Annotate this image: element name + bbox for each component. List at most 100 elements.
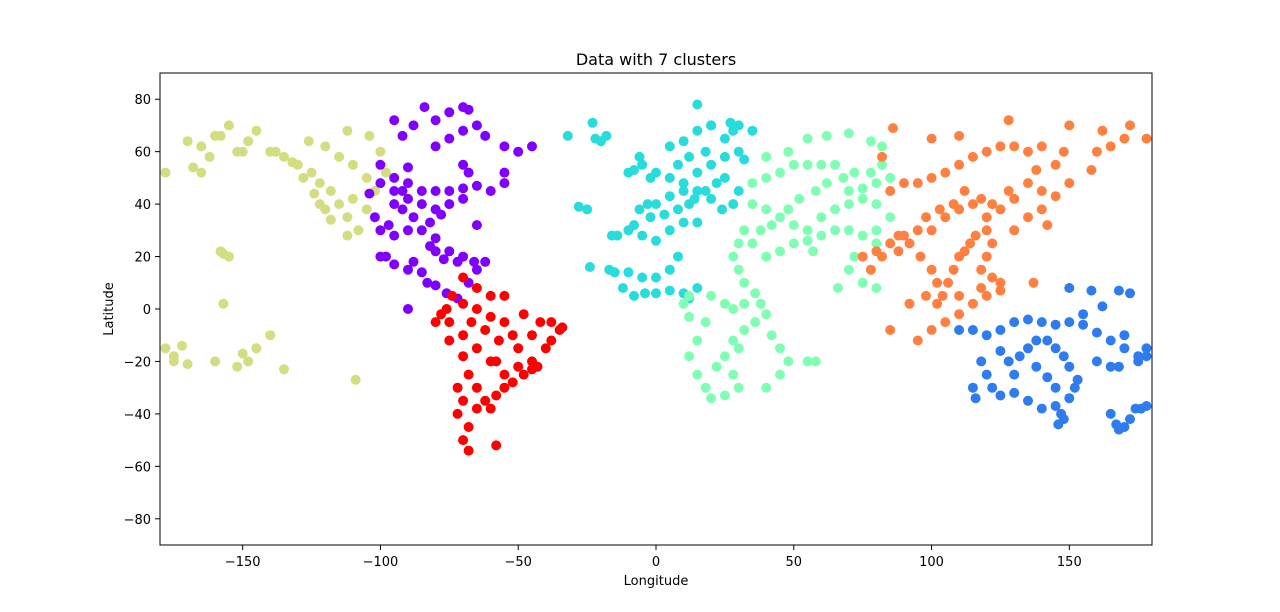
data-point (347, 159, 358, 170)
data-point (535, 317, 546, 328)
data-point (664, 191, 675, 202)
data-point (237, 348, 248, 359)
cluster-3 (562, 99, 758, 304)
data-point (444, 107, 455, 118)
data-point (645, 172, 656, 183)
data-point (466, 317, 477, 328)
data-point (810, 356, 821, 367)
data-point (210, 356, 221, 367)
data-point (1064, 178, 1075, 189)
data-point (364, 188, 375, 199)
data-point (397, 130, 408, 141)
data-point (1113, 285, 1124, 296)
data-point (912, 178, 923, 189)
data-point (673, 159, 683, 170)
data-point (640, 288, 650, 299)
data-point (265, 330, 276, 341)
data-point (871, 225, 882, 236)
x-tick-label: −50 (505, 555, 532, 570)
data-point (1003, 115, 1014, 126)
data-point (733, 186, 744, 196)
y-tick-label: 20 (134, 251, 151, 266)
data-point (1141, 401, 1152, 411)
data-point (480, 256, 491, 267)
data-point (940, 317, 951, 328)
data-point (684, 290, 695, 301)
data-point (981, 330, 992, 341)
data-point (1105, 335, 1116, 346)
y-tick-label: −40 (124, 408, 151, 423)
data-point (747, 199, 758, 210)
data-point (794, 193, 805, 204)
data-point (471, 220, 482, 231)
data-point (877, 141, 887, 152)
data-point (747, 238, 758, 249)
data-point (830, 159, 841, 170)
data-point (1069, 382, 1080, 393)
data-point (499, 141, 510, 152)
data-point (802, 133, 813, 144)
data-point (325, 214, 336, 225)
data-point (995, 277, 1006, 288)
data-point (893, 246, 904, 257)
y-tick-label: −60 (124, 460, 151, 475)
data-point (678, 298, 689, 309)
x-tick-label: 50 (786, 555, 803, 570)
data-point (981, 251, 992, 262)
data-point (403, 264, 413, 275)
x-axis: −150 −100 −50 0 50 100 150 (225, 545, 1082, 570)
data-point (507, 377, 518, 388)
data-point (849, 167, 860, 178)
data-point (452, 382, 463, 393)
data-point (471, 283, 482, 293)
data-point (857, 230, 868, 241)
data-point (491, 440, 502, 451)
data-point (425, 217, 435, 228)
data-point (885, 325, 896, 335)
data-point (719, 172, 730, 183)
data-point (987, 238, 998, 249)
data-point (706, 393, 717, 404)
y-tick-label: −20 (124, 355, 151, 370)
data-point (926, 264, 937, 275)
data-point (700, 382, 711, 393)
data-point (995, 390, 1006, 401)
data-point (899, 178, 909, 189)
data-point (733, 343, 744, 354)
data-point (1105, 141, 1116, 152)
data-point (279, 151, 289, 162)
data-point (921, 212, 931, 223)
data-point (816, 159, 827, 170)
data-point (463, 445, 474, 456)
data-point (865, 167, 876, 178)
data-point (1036, 403, 1047, 414)
data-point (471, 264, 482, 275)
data-point (444, 317, 455, 328)
data-point (937, 290, 948, 301)
data-point (877, 251, 887, 262)
data-point (838, 172, 849, 183)
cluster-1 (364, 102, 537, 314)
data-point (546, 335, 557, 346)
data-point (430, 186, 441, 196)
data-point (375, 178, 386, 189)
data-point (1050, 401, 1061, 411)
data-point (783, 146, 794, 157)
data-point (182, 359, 193, 370)
data-point (251, 343, 262, 354)
y-tick-label: 0 (143, 303, 151, 318)
data-point (196, 141, 207, 152)
data-point (320, 141, 331, 152)
data-point (664, 172, 675, 183)
data-point (981, 290, 992, 301)
data-point (967, 151, 978, 162)
data-point (954, 325, 965, 335)
data-point (755, 298, 766, 309)
data-point (843, 225, 854, 236)
data-point (885, 186, 896, 196)
data-point (915, 251, 926, 262)
data-point (637, 230, 648, 241)
data-point (389, 186, 400, 196)
data-point (706, 193, 717, 204)
data-point (659, 209, 670, 220)
